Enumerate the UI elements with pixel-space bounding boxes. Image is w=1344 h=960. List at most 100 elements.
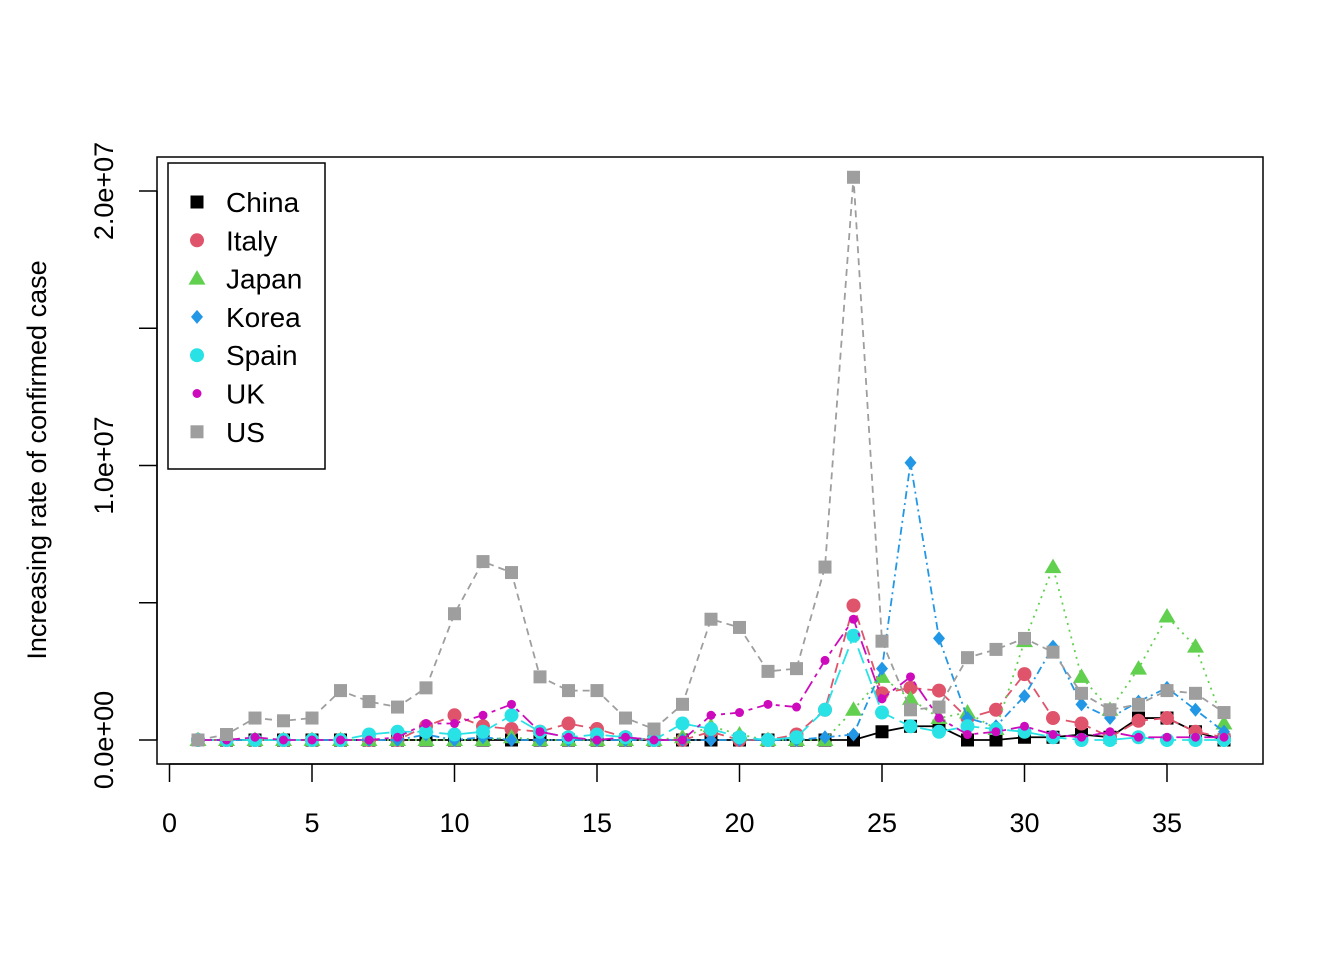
legend-label-italy: Italy [226,225,277,256]
data-point-japan [1158,607,1176,623]
data-point-uk [1048,730,1058,740]
data-point-spain [903,719,918,734]
legend-marker-korea [191,309,203,324]
data-point-korea [933,631,945,646]
data-point-uk [649,735,659,745]
data-point-us [676,697,689,711]
data-point-us [875,634,889,648]
data-point-japan [1044,558,1062,574]
legend-marker-japan [188,270,206,285]
data-point-italy [447,708,462,723]
legend-label-korea: Korea [226,302,301,333]
data-point-uk [792,702,801,712]
data-point-us [1103,703,1117,717]
data-point-us [733,620,746,634]
data-point-us [619,711,632,725]
data-point-uk [1162,732,1172,742]
data-point-korea [1189,702,1202,717]
data-point-us [562,684,575,698]
y-axis: 0.0e+00 1.0e+07 2.0e+07 [89,142,158,789]
data-point-uk [393,732,402,742]
data-point-italy [903,680,918,695]
x-tick-label: 0 [162,808,177,838]
legend-item-uk: UK [192,379,265,410]
x-tick-label: 10 [439,808,469,838]
data-point-us [590,684,604,698]
legend-label-us: US [226,417,265,448]
data-point-us [989,642,1003,656]
legend-item-us: US [190,417,265,448]
legend-item-korea: Korea [191,302,301,333]
data-point-spain [704,722,718,737]
x-tick-label: 20 [724,808,754,838]
data-point-uk [763,699,773,709]
data-point-uk [592,735,602,745]
data-point-uk [706,710,716,720]
data-point-uk [991,727,1001,737]
data-point-spain [789,730,804,745]
data-point-japan [1130,660,1147,675]
data-point-us [704,612,718,626]
legend-label-japan: Japan [226,264,302,295]
data-point-japan [1073,668,1090,683]
legend-label-spain: Spain [226,340,298,371]
data-point-uk [307,735,317,745]
data-point-spain [818,702,832,717]
data-point-uk [450,719,459,729]
data-point-korea [904,455,917,470]
data-point-korea [819,730,831,745]
data-point-korea [847,727,860,742]
data-point-us [1217,706,1231,720]
legend-item-italy: Italy [190,225,277,256]
data-point-us [961,651,974,665]
data-point-uk [421,719,431,729]
data-point-korea [876,661,888,676]
data-point-us [505,566,518,580]
data-point-uk [478,710,488,720]
legend-marker-spain [190,348,204,363]
x-tick-label: 5 [304,808,319,838]
data-point-uk [934,713,944,723]
data-point-us [1046,645,1060,659]
data-point-italy [1074,716,1089,731]
data-point-us [533,670,547,684]
data-point-spain [732,730,747,745]
data-point-japan [845,701,862,716]
data-point-spain [476,724,490,739]
data-point-italy [932,683,946,698]
legend-item-japan: Japan [188,264,302,295]
series-korea [192,455,1230,747]
data-point-italy [1046,711,1060,726]
data-point-us [904,703,917,717]
legend-marker-italy [190,233,204,248]
x-tick-label: 30 [1009,808,1039,838]
data-point-us [1160,684,1174,698]
data-point-uk [678,735,687,745]
data-point-spain [504,708,519,723]
data-point-uk [906,672,915,682]
data-point-italy [1017,667,1032,682]
x-tick-label: 25 [867,808,897,838]
data-point-uk [1020,721,1029,731]
data-point-italy [846,598,861,613]
data-point-korea [1075,697,1088,712]
data-point-us [448,607,461,621]
data-point-uk [507,699,516,709]
data-point-uk [1191,732,1200,742]
data-point-spain [419,724,433,739]
data-point-uk [535,727,545,737]
y-tick-label: 2.0e+07 [89,142,119,240]
data-point-spain [761,733,775,747]
data-point-uk [364,735,374,745]
data-point-uk [250,732,260,742]
data-point-uk [621,732,630,742]
data-point-spain [447,727,462,742]
data-point-us [1132,697,1145,711]
legend-label-china: China [226,187,300,218]
y-tick-label: 1.0e+07 [89,416,119,514]
x-tick-label: 35 [1152,808,1182,838]
data-point-us [191,733,205,747]
data-point-us [790,662,803,676]
data-point-italy [561,716,576,731]
